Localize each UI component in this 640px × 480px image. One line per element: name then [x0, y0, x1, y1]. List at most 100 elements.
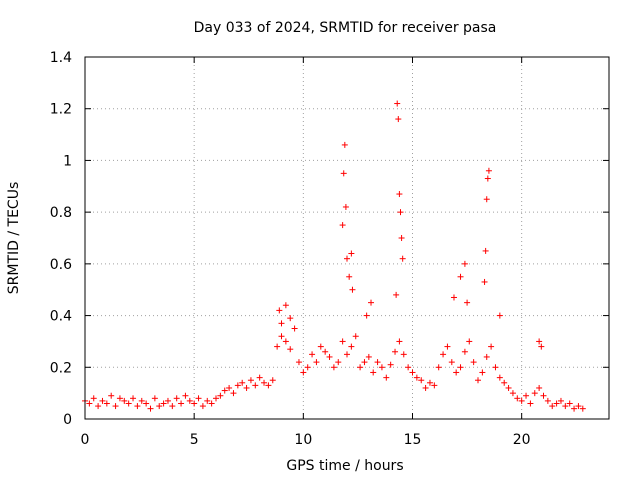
data-points — [82, 100, 586, 412]
data-point — [514, 395, 521, 402]
x-axis-label: GPS time / hours — [286, 458, 403, 474]
data-point — [346, 273, 353, 280]
data-point — [396, 191, 403, 198]
y-tick-label: 0.8 — [50, 205, 72, 221]
x-tick-label: 20 — [513, 432, 531, 448]
y-tick-label: 0.4 — [50, 309, 72, 325]
data-point — [482, 247, 489, 254]
data-point — [204, 397, 211, 404]
y-tick-label: 0.2 — [50, 360, 72, 376]
grid-layer — [85, 57, 609, 419]
y-tick-label: 1.2 — [50, 102, 72, 118]
data-point — [426, 379, 433, 386]
data-point — [112, 403, 119, 410]
y-tick-label: 0 — [63, 412, 72, 428]
data-point — [470, 359, 477, 366]
data-point — [562, 403, 569, 410]
data-point — [349, 286, 356, 293]
data-point — [339, 222, 346, 229]
data-point — [374, 359, 381, 366]
data-point — [448, 359, 455, 366]
data-point — [287, 315, 294, 322]
data-point — [282, 302, 289, 309]
data-point — [221, 387, 228, 394]
data-point — [361, 359, 368, 366]
data-point — [276, 307, 283, 314]
data-point — [247, 377, 254, 384]
data-point — [342, 203, 349, 210]
data-point — [143, 400, 150, 407]
data-point — [99, 397, 106, 404]
data-point — [540, 392, 547, 399]
data-point — [199, 403, 206, 410]
data-point — [352, 333, 359, 340]
data-point — [230, 390, 237, 397]
data-point — [103, 400, 110, 407]
data-point — [287, 346, 294, 353]
data-point — [483, 353, 490, 360]
data-point — [422, 384, 429, 391]
data-point — [151, 395, 158, 402]
data-point — [243, 384, 250, 391]
y-tick-label: 1 — [63, 153, 72, 169]
data-point — [393, 291, 400, 298]
data-point — [282, 338, 289, 345]
data-point — [130, 395, 137, 402]
data-point — [269, 377, 276, 384]
data-point — [95, 403, 102, 410]
data-point — [169, 403, 176, 410]
data-point — [544, 397, 551, 404]
data-point — [397, 209, 404, 216]
data-point — [418, 377, 425, 384]
data-point — [461, 260, 468, 267]
data-point — [538, 343, 545, 350]
data-point — [160, 400, 167, 407]
data-point — [492, 364, 499, 371]
data-point — [571, 405, 578, 412]
data-point — [344, 255, 350, 262]
data-point — [252, 382, 259, 389]
data-point — [191, 400, 198, 407]
data-point — [440, 351, 447, 358]
data-point — [549, 403, 556, 410]
data-point — [125, 400, 132, 407]
data-point — [278, 320, 285, 327]
data-point — [208, 400, 215, 407]
x-tick-label: 0 — [81, 432, 90, 448]
data-point — [378, 364, 385, 371]
data-point — [86, 400, 93, 407]
data-point — [239, 379, 246, 386]
data-point — [392, 348, 399, 355]
data-point — [518, 397, 525, 404]
data-point — [90, 395, 97, 402]
y-tick-label: 0.6 — [50, 257, 72, 273]
data-point — [531, 390, 538, 397]
data-point — [309, 351, 316, 358]
data-point — [317, 343, 324, 350]
data-point — [398, 235, 405, 241]
data-point — [553, 400, 560, 407]
data-point — [186, 397, 193, 404]
data-point — [479, 369, 486, 376]
data-point — [523, 392, 530, 399]
data-point — [217, 392, 224, 399]
data-point — [509, 390, 516, 397]
data-point — [178, 400, 185, 407]
data-point — [400, 351, 407, 358]
data-point — [579, 405, 586, 412]
x-tick-label: 10 — [294, 432, 312, 448]
data-point — [496, 374, 503, 381]
y-tick-label: 1.4 — [50, 50, 72, 66]
data-point — [383, 374, 390, 381]
data-point — [147, 405, 154, 412]
plot-frame — [84, 56, 610, 420]
data-point — [344, 351, 350, 358]
data-point — [536, 384, 543, 391]
data-point — [156, 403, 163, 410]
data-point — [363, 312, 370, 319]
data-point — [368, 299, 375, 306]
data-point — [536, 338, 543, 345]
data-point — [505, 384, 512, 391]
data-point — [256, 374, 263, 381]
